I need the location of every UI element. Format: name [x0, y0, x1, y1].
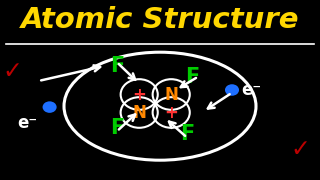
Text: F: F	[185, 66, 199, 87]
Ellipse shape	[225, 84, 239, 96]
Text: e⁻: e⁻	[241, 81, 261, 99]
Text: +: +	[132, 86, 146, 104]
Text: ✓: ✓	[291, 136, 311, 161]
Text: +: +	[164, 103, 178, 122]
Text: e⁻: e⁻	[17, 114, 37, 132]
Text: N: N	[132, 103, 146, 122]
Ellipse shape	[43, 101, 57, 113]
Text: F: F	[110, 118, 124, 138]
Text: Atomic Structure: Atomic Structure	[21, 6, 299, 34]
Text: N: N	[164, 86, 178, 104]
Text: ✓: ✓	[3, 59, 23, 83]
Text: F: F	[180, 124, 194, 144]
Text: F: F	[110, 56, 124, 76]
